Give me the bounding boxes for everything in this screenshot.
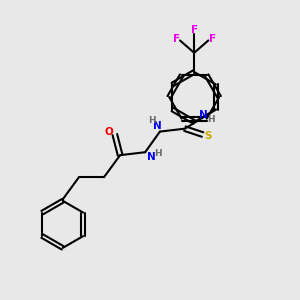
Text: N: N	[147, 152, 156, 162]
Text: O: O	[105, 127, 113, 136]
Text: H: H	[207, 116, 214, 124]
Text: H: H	[148, 116, 155, 125]
Text: H: H	[154, 148, 162, 158]
Text: F: F	[190, 25, 198, 35]
Text: F: F	[172, 34, 180, 44]
Text: N: N	[153, 121, 162, 131]
Text: F: F	[208, 34, 216, 44]
Text: N: N	[199, 110, 208, 120]
Text: S: S	[204, 131, 212, 141]
